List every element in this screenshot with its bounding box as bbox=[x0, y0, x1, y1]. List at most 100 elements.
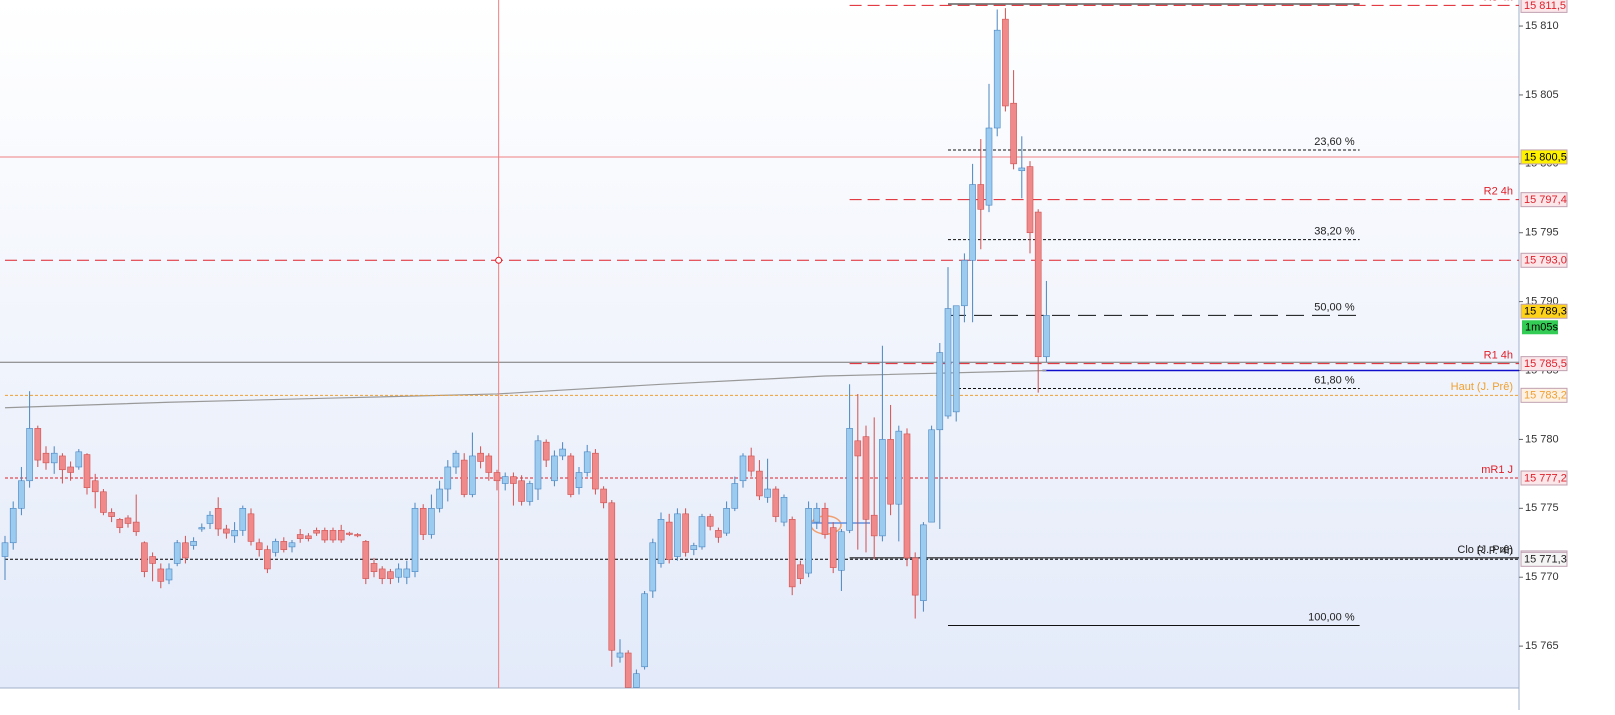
candle-body bbox=[706, 516, 714, 527]
candle-body bbox=[838, 531, 845, 571]
candle-body bbox=[264, 549, 271, 570]
level-value: 15 783,2 bbox=[1524, 390, 1567, 402]
candle-body bbox=[567, 455, 575, 495]
candle-body bbox=[985, 127, 993, 206]
candle-body bbox=[920, 524, 927, 601]
candle-body bbox=[452, 452, 460, 468]
candle-body bbox=[657, 519, 665, 564]
candle-body bbox=[280, 541, 288, 550]
candle-body bbox=[214, 508, 222, 530]
candle-body bbox=[682, 513, 689, 553]
candle-body bbox=[616, 652, 624, 658]
candle-body bbox=[674, 513, 681, 557]
candle-body bbox=[592, 452, 599, 490]
candle-body bbox=[395, 568, 402, 578]
level-name: mR1 J bbox=[1481, 464, 1513, 476]
candle-body bbox=[403, 568, 411, 578]
candle-body bbox=[362, 541, 370, 579]
level-value: 15 793,0 bbox=[1524, 255, 1567, 267]
level-value-box bbox=[1520, 551, 1568, 567]
candle-body bbox=[247, 513, 255, 542]
candle-body bbox=[83, 454, 91, 488]
candle-body bbox=[493, 472, 501, 482]
candle-body bbox=[1018, 167, 1026, 172]
candle-body bbox=[756, 470, 763, 497]
plot-area bbox=[0, 0, 1519, 688]
candle-body bbox=[641, 593, 648, 668]
candle-body bbox=[198, 527, 206, 530]
candle-body bbox=[649, 542, 657, 592]
candle-body bbox=[165, 568, 173, 581]
level-name: Clo (J. Prê) bbox=[1457, 544, 1513, 556]
candle-body bbox=[739, 455, 747, 482]
candle-body bbox=[305, 535, 312, 539]
candle-body bbox=[91, 480, 99, 493]
level-value-box bbox=[1520, 192, 1568, 208]
candle-body bbox=[1002, 18, 1009, 107]
candle-body bbox=[59, 455, 66, 471]
candle-body bbox=[501, 476, 509, 484]
candle-body bbox=[961, 259, 968, 307]
candle-body bbox=[797, 564, 804, 579]
candle-body bbox=[182, 542, 189, 559]
candle-body bbox=[485, 455, 493, 473]
level-value: 15 785,5 bbox=[1524, 358, 1567, 370]
candle-body bbox=[370, 563, 378, 573]
candle-body bbox=[337, 530, 345, 541]
candle-body bbox=[9, 508, 17, 544]
candle-body bbox=[534, 440, 542, 490]
candle-body bbox=[190, 541, 197, 546]
level-value: 15 777,2 bbox=[1524, 472, 1567, 484]
candle-body bbox=[42, 452, 50, 464]
y-tick-label: 15 770 bbox=[1525, 571, 1559, 583]
candle-body bbox=[313, 530, 320, 534]
candle-body bbox=[1034, 211, 1042, 358]
last-value-box bbox=[1520, 303, 1568, 319]
candle-body bbox=[698, 516, 706, 548]
candle-body bbox=[542, 441, 550, 461]
candle-body bbox=[149, 556, 156, 564]
y-tick-label: 15 765 bbox=[1525, 640, 1559, 652]
candle-body bbox=[26, 428, 33, 482]
level-value-box bbox=[1520, 0, 1568, 13]
crosshair-value-box bbox=[1520, 149, 1568, 165]
candle-body bbox=[690, 545, 698, 550]
level-name: R1 4h bbox=[1484, 350, 1513, 362]
candle-body bbox=[583, 451, 591, 473]
candle-body bbox=[141, 542, 148, 573]
timer-box bbox=[1522, 320, 1558, 335]
timer: 1m05s bbox=[1525, 322, 1559, 334]
candle-body bbox=[723, 508, 730, 534]
candle-body bbox=[879, 439, 886, 537]
moving-average bbox=[4, 369, 1047, 409]
candle-body bbox=[173, 542, 181, 564]
candle-body bbox=[469, 455, 476, 495]
candle-body bbox=[936, 352, 944, 431]
line-anchor bbox=[495, 256, 503, 264]
level-value-box bbox=[1520, 470, 1568, 486]
candle-body bbox=[378, 568, 386, 579]
level-value-box bbox=[1520, 356, 1568, 372]
candle-body bbox=[419, 508, 427, 535]
candle-body bbox=[108, 512, 115, 517]
candle-body bbox=[895, 430, 903, 505]
candle-body bbox=[870, 514, 878, 537]
candle-body bbox=[944, 308, 952, 417]
candle-body bbox=[354, 534, 361, 537]
y-tick-label: 15 780 bbox=[1525, 433, 1559, 445]
candle-body bbox=[805, 508, 812, 574]
y-tick-label: 15 775 bbox=[1525, 502, 1559, 514]
candle-body bbox=[255, 542, 263, 550]
candle-body bbox=[829, 527, 837, 568]
level-value-box bbox=[1520, 252, 1568, 268]
candle-body bbox=[715, 530, 722, 538]
fib-label: 50,00 % bbox=[1314, 301, 1355, 313]
candle-body bbox=[887, 439, 894, 505]
candle-body bbox=[526, 483, 534, 502]
candle-body bbox=[231, 530, 238, 537]
candle-body bbox=[928, 429, 935, 523]
candle-body bbox=[34, 428, 42, 461]
candle-body bbox=[608, 502, 616, 651]
candle-body bbox=[428, 508, 435, 535]
